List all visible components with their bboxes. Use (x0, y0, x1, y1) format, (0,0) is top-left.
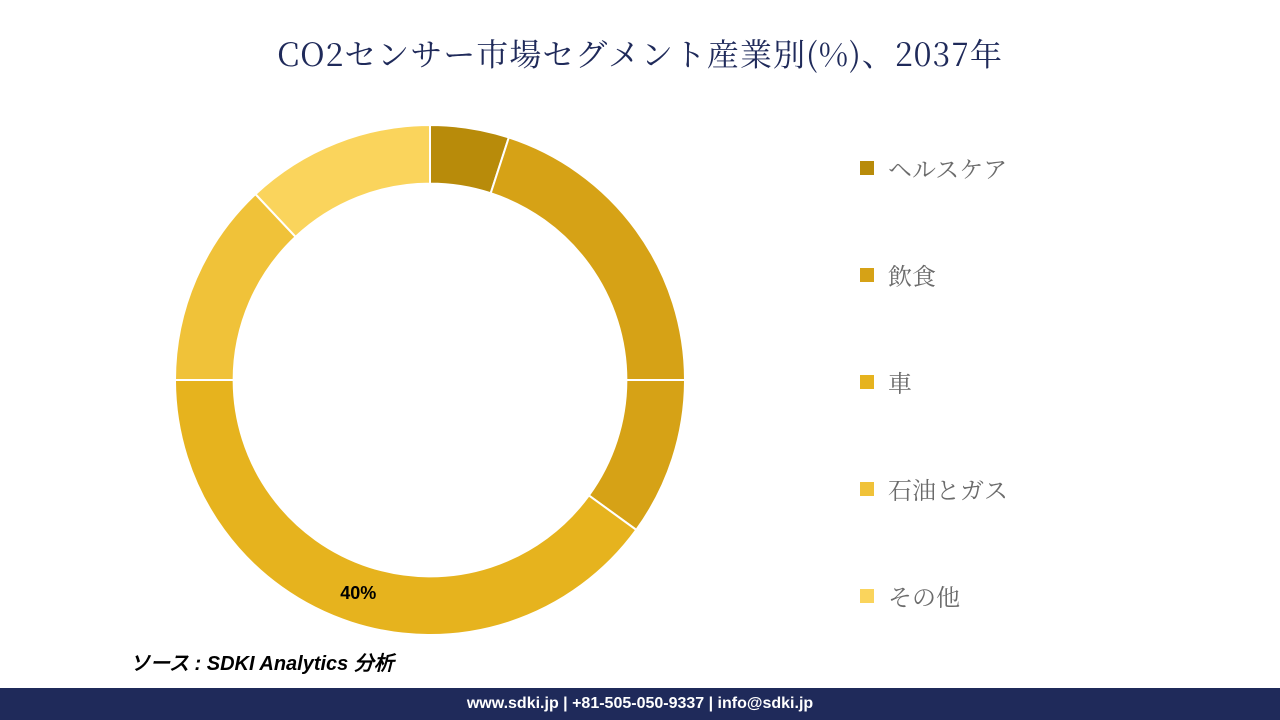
page-root: CO2センサー市場セグメント産業別(%)、2037年 40% ヘルスケア飲食車石… (0, 0, 1280, 720)
donut-slice (255, 125, 430, 237)
legend-swatch (860, 375, 874, 389)
donut-slice (175, 194, 296, 380)
donut-slice (175, 380, 636, 635)
legend-label: 車 (888, 364, 912, 399)
footer-bar: www.sdki.jp | +81-505-050-9337 | info@sd… (0, 688, 1280, 720)
legend-label: ヘルスケア (888, 150, 1007, 185)
legend-swatch (860, 589, 874, 603)
chart-title: CO2センサー市場セグメント産業別(%)、2037年 (0, 30, 1280, 76)
legend-item: ヘルスケア (860, 150, 1220, 185)
slice-value-label: 40% (340, 583, 376, 604)
legend-item: その他 (860, 578, 1220, 613)
legend-item: 飲食 (860, 257, 1220, 292)
legend-item: 石油とガス (860, 471, 1220, 506)
legend-label: その他 (888, 578, 960, 613)
legend-label: 飲食 (888, 257, 936, 292)
legend: ヘルスケア飲食車石油とガスその他 (860, 150, 1220, 685)
donut-slice (491, 137, 685, 380)
legend-label: 石油とガス (888, 471, 1008, 506)
legend-swatch (860, 161, 874, 175)
legend-item: 車 (860, 364, 1220, 399)
source-text: ソース : SDKI Analytics 分析 (130, 647, 394, 676)
donut-chart: 40% (170, 120, 690, 640)
legend-swatch (860, 482, 874, 496)
legend-swatch (860, 268, 874, 282)
donut-svg (170, 120, 690, 640)
